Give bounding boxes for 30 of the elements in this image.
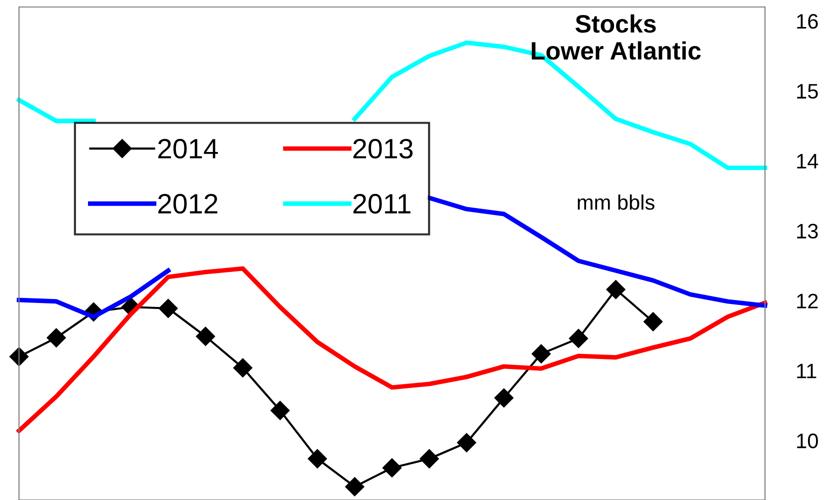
y-tick-label: 13 [797,224,818,239]
point [233,358,252,378]
point [9,347,29,366]
point [568,328,588,348]
point [46,328,66,348]
point [158,298,178,318]
annotation: mm bbls [578,194,654,210]
text: Stocks Lower Atlantic [532,14,701,60]
y-tick-label: 15 [797,84,818,99]
y-tick-label: 14 [797,154,818,168]
legend-label: 2012 [158,194,218,214]
point [494,388,514,408]
point [308,449,327,468]
y-tick-label: 12 [797,294,818,308]
legend-label: 2013 [353,138,413,159]
point [196,326,216,346]
point [606,280,626,300]
y-tick-label: 11 [797,364,816,378]
point [345,477,364,496]
y-tick-label: 10 [797,434,818,448]
legend-label: 2014 [158,138,218,159]
point [457,433,476,452]
line-series [16,266,768,433]
point [420,449,439,468]
point [532,344,551,364]
point [644,312,663,332]
y-tick-label: 16 [797,14,818,29]
point [382,458,402,478]
point [270,400,290,420]
legend-label: 2011 [353,194,410,214]
